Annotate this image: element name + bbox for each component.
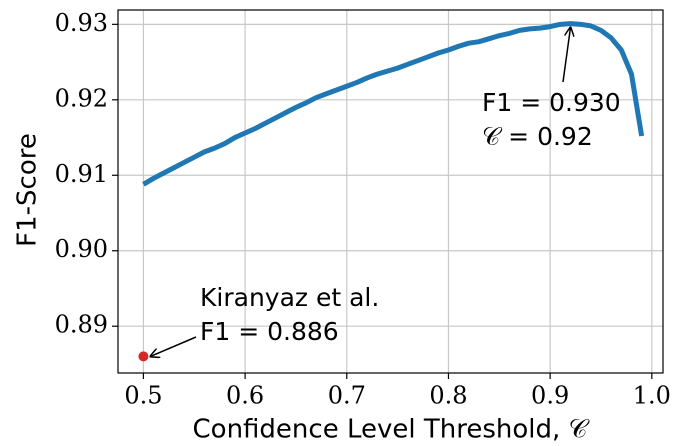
- line: [142, 21, 645, 187]
- annotation-arrow: [562, 28, 570, 83]
- x-tick-label: 0.7: [328, 382, 366, 410]
- x-tick-label: 0.8: [429, 382, 467, 410]
- y-tick-label: 0.89: [55, 311, 108, 339]
- annotation: Kiranyaz et al.: [200, 283, 379, 312]
- x-tick-label: 0.6: [226, 382, 264, 410]
- annotation-arrow: [150, 336, 197, 356]
- point: [138, 351, 149, 362]
- x-axis-label: Confidence Level Threshold, 𝒞: [193, 415, 591, 445]
- x-tick-label: 1.0: [633, 382, 671, 410]
- y-tick-label: 0.92: [55, 84, 108, 112]
- y-tick-label: 0.93: [55, 9, 108, 37]
- y-axis-label: F1-Score: [13, 133, 43, 247]
- annotation: F1 = 0.886: [200, 317, 339, 346]
- y-tick-label: 0.90: [55, 235, 108, 263]
- annotation: 𝒞 = 0.92: [482, 122, 593, 151]
- x-tick-label: 0.5: [124, 382, 162, 410]
- annotation: F1 = 0.930: [482, 88, 621, 117]
- plot-frame: [117, 9, 664, 374]
- y-tick-label: 0.91: [55, 160, 108, 188]
- x-tick-label: 0.9: [531, 382, 569, 410]
